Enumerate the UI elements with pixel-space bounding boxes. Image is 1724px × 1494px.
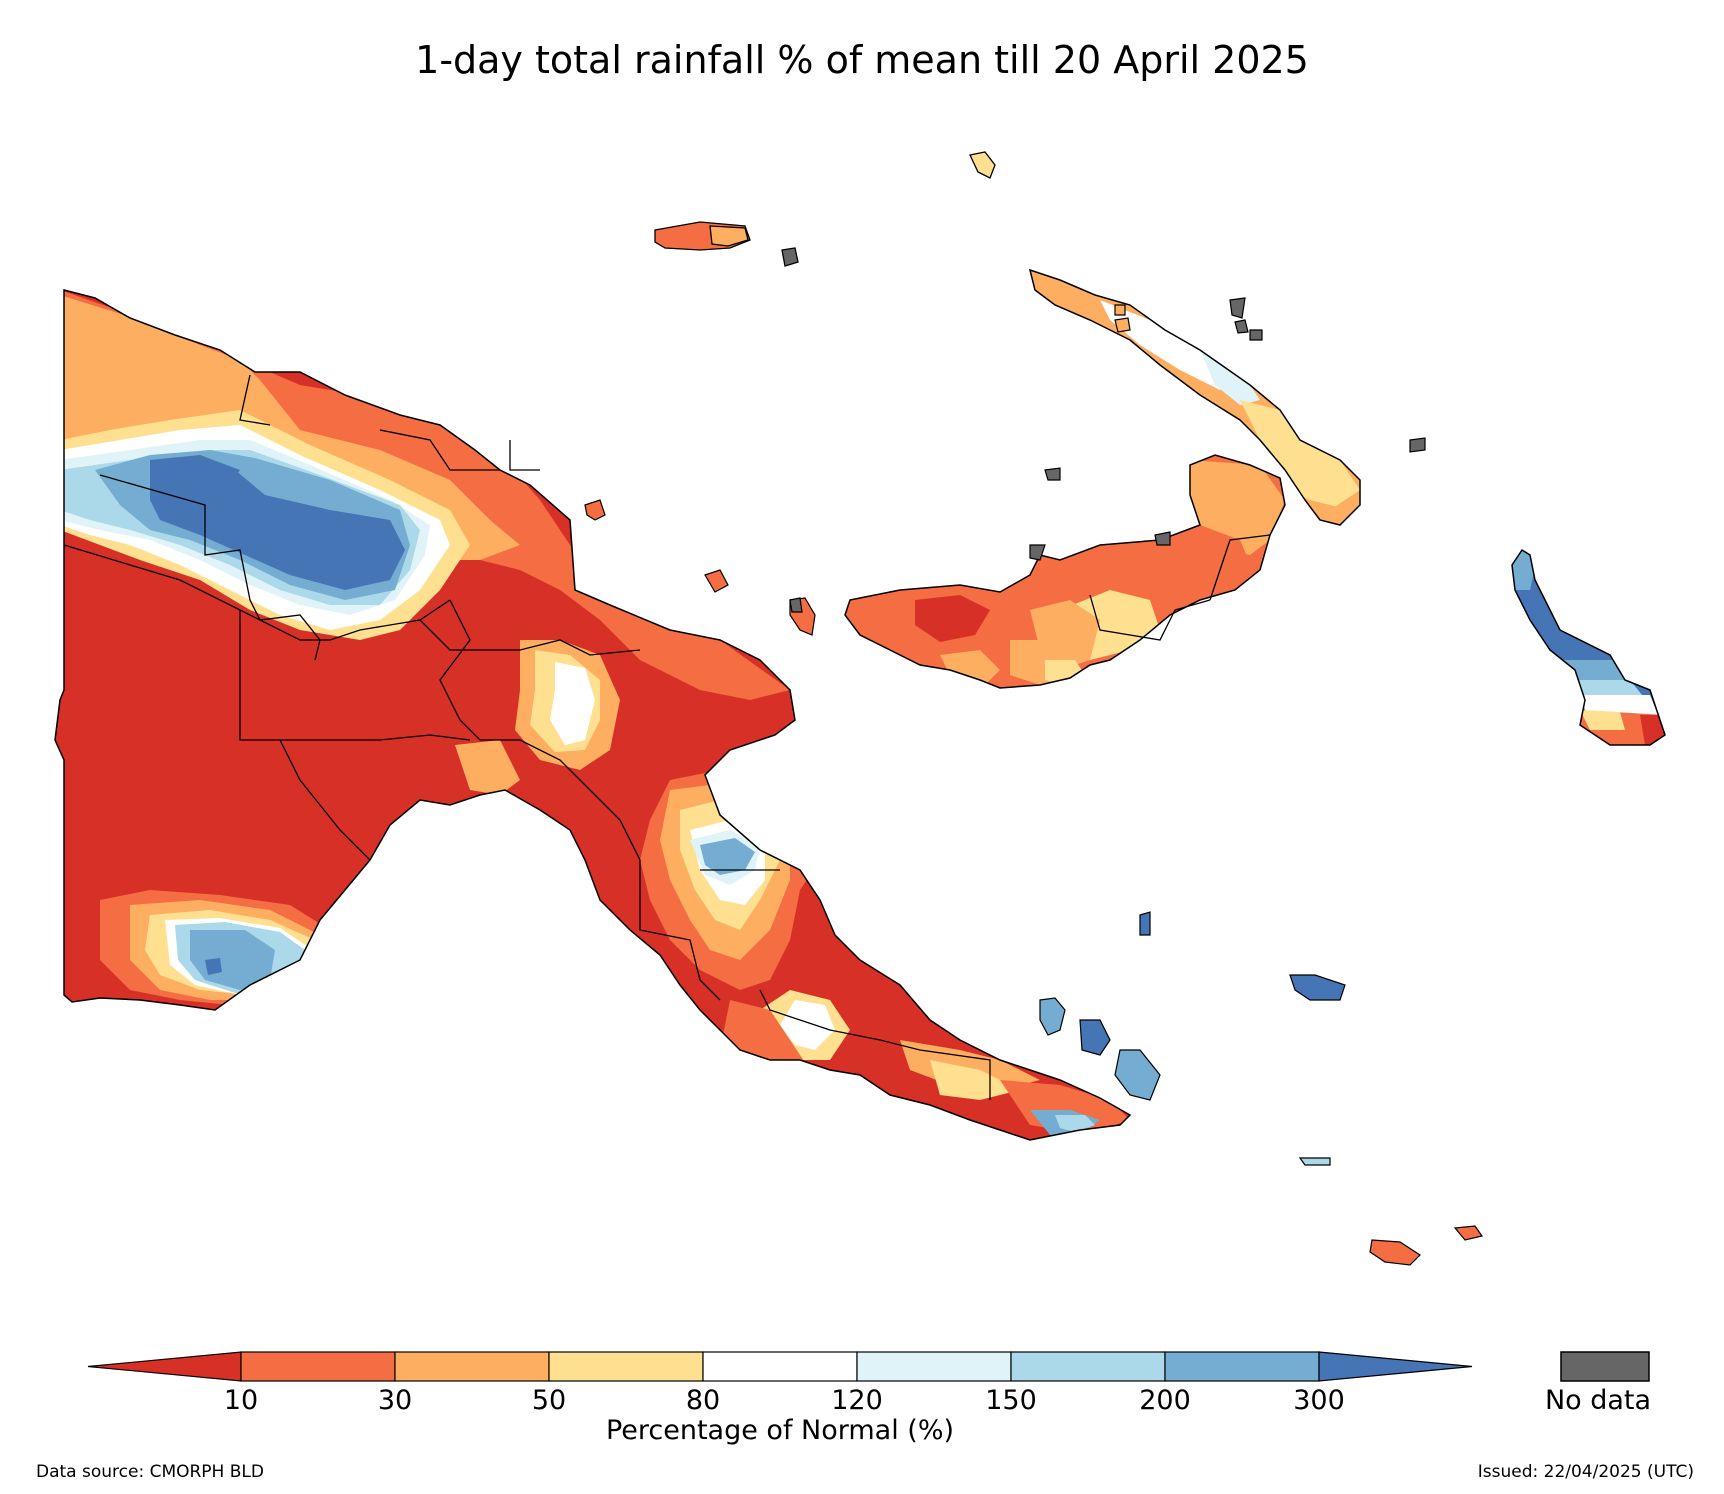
colorbar-extend-low [87, 1351, 242, 1382]
colorbar-tick-label: 120 [831, 1385, 883, 1416]
manus-island [654, 151, 996, 267]
map-title: 1-day total rainfall % of mean till 20 A… [415, 38, 1309, 82]
colorbar-segment [394, 1351, 550, 1382]
colorbar-tick-label: 300 [1293, 1385, 1345, 1416]
colorbar-label: Percentage of Normal (%) [605, 1415, 955, 1446]
no-data-swatch [1560, 1351, 1650, 1382]
colorbar-segments [87, 1351, 1473, 1382]
colorbar-tick-label: 30 [377, 1385, 413, 1416]
province-borders [63, 374, 991, 1100]
colorbar-tick-label: 80 [685, 1385, 721, 1416]
issued-date: Issued: 22/04/2025 (UTC) [1477, 1462, 1694, 1482]
no-data-label: No data [1544, 1385, 1652, 1416]
data-source: Data source: CMORPH BLD [36, 1462, 264, 1482]
colorbar-segment [1164, 1351, 1320, 1382]
colorbar-tick-label: 150 [985, 1385, 1037, 1416]
colorbar-segment [240, 1351, 396, 1382]
colorbar-extend-high [1318, 1351, 1473, 1382]
colorbar-segment [1010, 1351, 1166, 1382]
small-islands [584, 297, 1483, 1266]
colorbar-tick-label: 200 [1139, 1385, 1191, 1416]
colorbar-tick-label: 50 [531, 1385, 567, 1416]
colorbar-segment [548, 1351, 704, 1382]
colorbar-tick-label: 10 [223, 1385, 259, 1416]
colorbar-segment [702, 1351, 858, 1382]
colorbar-segment [856, 1351, 1012, 1382]
